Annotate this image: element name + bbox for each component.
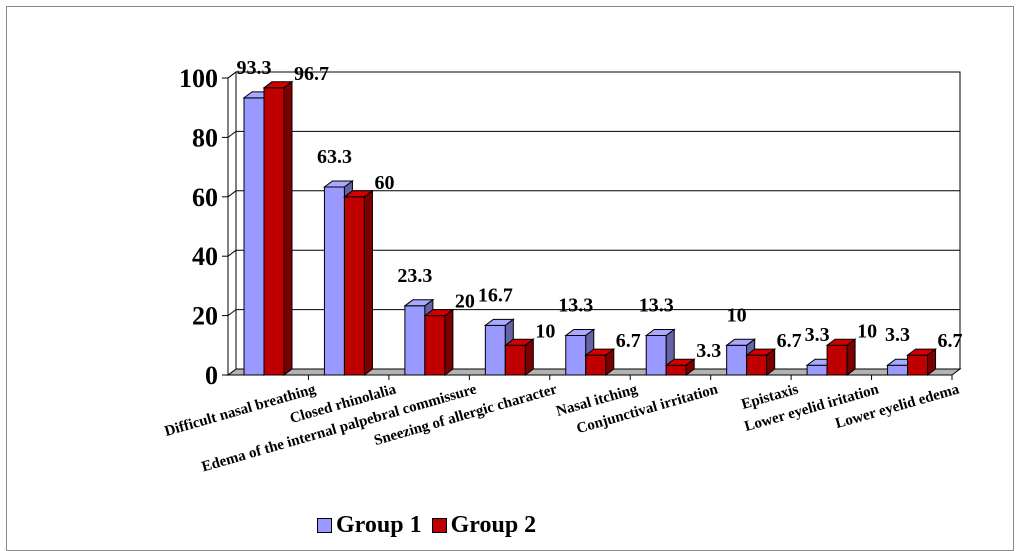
bar-group-2-edema-of-the-internal-palpebral-commissure [423, 308, 455, 376]
y-tick-label: 0 [205, 361, 218, 390]
bar-group-2-closed-rhinolalia [342, 189, 374, 376]
legend-item-group-2: Group 2 [431, 511, 537, 539]
bar-group-2-lower-eyelid-iritation-side [846, 338, 856, 376]
bar-group-2-sneezing-of-allergic-character-front [504, 344, 526, 376]
bar-group-1-conjunctival-irritation-front [645, 334, 667, 376]
legend-label-group-1: Group 1 [336, 511, 422, 538]
data-label-group-2-sneezing-of-allergic-character: 10 [535, 320, 555, 342]
bar-group-1-edema-of-the-internal-palpebral-commissure-front [404, 305, 426, 376]
data-label-group-1-closed-rhinolalia: 63.3 [317, 146, 352, 168]
bar-group-1-closed-rhinolalia-front [323, 186, 345, 376]
bar-group-2-nasal-itching-front [585, 354, 607, 376]
bar-group-1-epistaxis-front [726, 344, 748, 376]
gridline-side [227, 249, 237, 257]
bar-group-2-conjunctival-irritation-side [685, 358, 695, 376]
data-label-group-1-sneezing-of-allergic-character: 16.7 [478, 284, 513, 306]
bar-group-1-sneezing-of-allergic-character-front [484, 324, 506, 376]
bar-group-1-nasal-itching-front [565, 334, 587, 376]
y-tick-label: 80 [192, 123, 218, 152]
bar-group-2-nasal-itching-side [605, 348, 615, 376]
legend-label-group-2: Group 2 [450, 511, 537, 538]
bar-group-2-difficult-nasal-breathing [262, 80, 294, 376]
bar-group-2-closed-rhinolalia-side [363, 189, 373, 376]
data-label-group-1-nasal-itching: 13.3 [558, 294, 593, 316]
bar-group-2-conjunctival-irritation-front [665, 364, 687, 376]
data-label-group-2-lower-eyelid-edema: 6.7 [938, 330, 963, 352]
bar-group-1-lower-eyelid-edema-front [887, 364, 909, 376]
bar-group-2-sneezing-of-allergic-character-side [524, 338, 534, 376]
y-tick-label: 100 [179, 64, 218, 93]
y-tick-label: 40 [192, 242, 218, 271]
bar-group-2-epistaxis-side [766, 348, 776, 376]
bar-group-2-lower-eyelid-edema [906, 348, 938, 376]
legend-swatch-group-1 [317, 517, 332, 533]
y-tick-label: 60 [192, 183, 218, 212]
x-tick-label-conjunctival-irritation: Conjunctival irritation [575, 381, 721, 437]
bar-group-1-difficult-nasal-breathing-front [243, 97, 265, 376]
data-label-group-2-edema-of-the-internal-palpebral-commissure: 20 [455, 291, 475, 313]
bar-group-2-lower-eyelid-iritation [825, 338, 857, 376]
bar-group-2-lower-eyelid-edema-side [927, 348, 937, 376]
bar-group-2-sneezing-of-allergic-character [503, 338, 535, 376]
bar-group-2-epistaxis-front [746, 354, 768, 376]
data-label-group-1-difficult-nasal-breathing: 93.3 [237, 57, 272, 79]
legend-item-group-1: Group 1 [317, 512, 422, 539]
data-label-group-1-lower-eyelid-edema: 3.3 [885, 324, 910, 346]
bar-group-2-edema-of-the-internal-palpebral-commissure-side [444, 308, 454, 376]
legend-swatch-group-2 [431, 517, 447, 533]
data-label-group-1-lower-eyelid-iritation: 3.3 [805, 324, 830, 346]
data-label-group-1-epistaxis: 10 [727, 304, 747, 326]
legend: Group 1 Group 2 [317, 510, 546, 540]
data-label-group-2-epistaxis: 6.7 [777, 330, 802, 352]
data-label-group-2-closed-rhinolalia: 60 [374, 172, 394, 194]
data-label-group-2-difficult-nasal-breathing: 96.7 [294, 63, 329, 85]
data-label-group-2-nasal-itching: 6.7 [616, 330, 641, 352]
y-tick-label: 20 [192, 302, 218, 331]
data-label-group-2-lower-eyelid-iritation: 10 [857, 320, 877, 342]
bar-group-2-difficult-nasal-breathing-side [283, 80, 293, 376]
bar-group-2-closed-rhinolalia-front [343, 196, 365, 376]
bar-group-2-epistaxis [745, 348, 777, 376]
bar-group-2-difficult-nasal-breathing-front [263, 87, 285, 376]
bar-group-2-lower-eyelid-edema-front [907, 354, 929, 376]
bar-group-2-conjunctival-irritation [664, 358, 696, 376]
bar-group-1-lower-eyelid-iritation-front [806, 364, 828, 376]
bar-group-2-nasal-itching [584, 348, 616, 376]
data-label-group-2-conjunctival-irritation: 3.3 [696, 340, 721, 362]
bar-group-2-lower-eyelid-iritation-front [826, 344, 848, 376]
bar-group-2-edema-of-the-internal-palpebral-commissure-front [424, 315, 446, 376]
gridline-side [227, 309, 237, 317]
gridline-side [227, 190, 237, 198]
gridline-side [227, 130, 237, 138]
gridline-side [227, 71, 237, 79]
data-label-group-1-conjunctival-irritation: 13.3 [639, 294, 674, 316]
plot-side-wall [227, 71, 237, 376]
data-label-group-1-edema-of-the-internal-palpebral-commissure: 23.3 [397, 265, 432, 287]
